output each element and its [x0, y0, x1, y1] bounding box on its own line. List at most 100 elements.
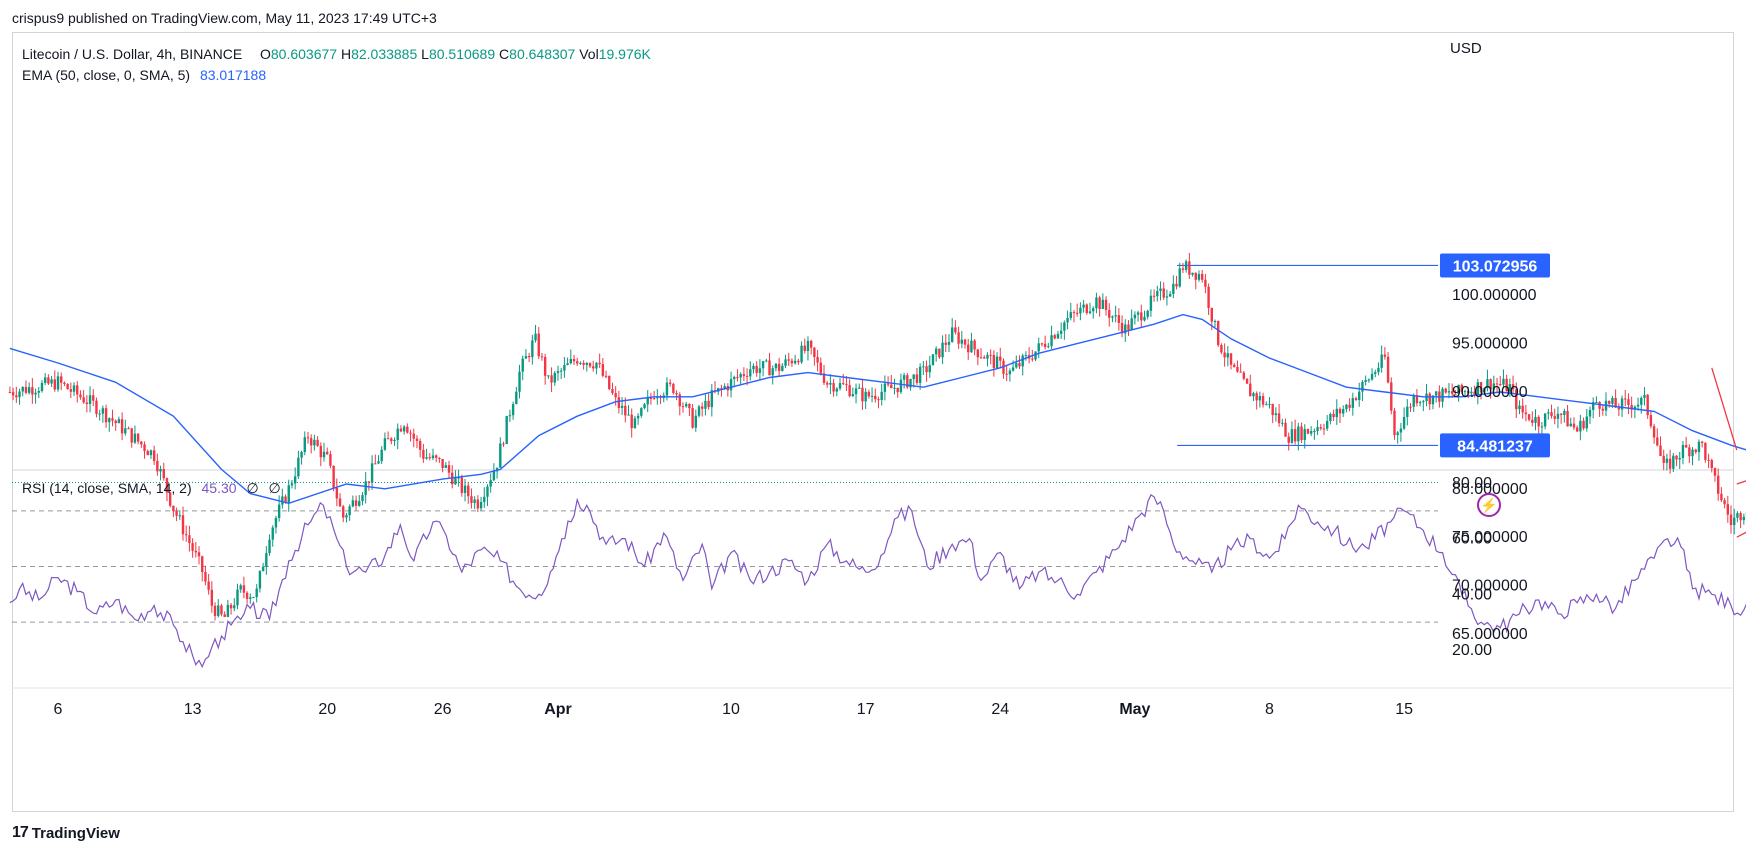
candle-body	[92, 395, 95, 401]
candle-body	[303, 437, 306, 452]
candle-body	[18, 391, 21, 398]
candle-body	[765, 360, 768, 362]
tradingview-logo[interactable]: 17 TradingView	[12, 824, 120, 842]
candle-body	[271, 527, 274, 540]
candle-body	[1338, 408, 1342, 414]
candle-body	[774, 363, 778, 369]
candle-body	[1524, 412, 1528, 415]
candle-body	[1556, 413, 1560, 419]
volume-value: 19.976K	[598, 46, 651, 62]
candle-body	[1172, 283, 1175, 294]
candle-body	[704, 400, 707, 409]
rsi-legend: RSI (14, close, SMA, 14, 2) 45.30 ∅ ∅	[22, 480, 281, 497]
lightning-icon[interactable]: ⚡	[1477, 493, 1501, 517]
candle-body	[1152, 295, 1156, 297]
price-badge-label: 103.072956	[1453, 258, 1538, 275]
candle-body	[1361, 381, 1364, 392]
candle-body	[611, 389, 614, 394]
candle-body	[553, 372, 556, 383]
candle-body	[1470, 391, 1473, 394]
candle-body	[899, 379, 903, 393]
candle-body	[1175, 283, 1178, 287]
candle-body	[1540, 426, 1544, 428]
tradingview-logo-mark: 17	[12, 824, 29, 841]
candle-body	[1707, 459, 1710, 461]
candle-body	[220, 605, 223, 615]
candle-body	[527, 355, 531, 358]
candle-body	[60, 376, 63, 383]
candle-body	[43, 377, 47, 383]
candle-body	[1624, 398, 1627, 400]
candle-body	[274, 517, 278, 528]
candle-body	[1579, 420, 1582, 432]
candle-body	[874, 395, 877, 400]
candle-body	[1614, 397, 1617, 408]
candle-body	[1223, 352, 1226, 358]
candle-body	[181, 515, 185, 535]
candle-body	[1531, 419, 1534, 423]
symbol-title: Litecoin / U.S. Dollar, 4h, BINANCE	[22, 46, 243, 62]
candles	[8, 252, 1746, 621]
candle-body	[1063, 322, 1066, 331]
candle-body	[175, 511, 178, 516]
candle-body	[675, 392, 678, 395]
candle-body	[569, 359, 572, 364]
candle-body	[864, 391, 867, 402]
candle-body	[1505, 378, 1508, 392]
candle-body	[1037, 343, 1040, 352]
candle-body	[1322, 428, 1326, 430]
time-tick-label: 24	[991, 701, 1009, 718]
candle-body	[886, 383, 890, 385]
candle-body	[960, 339, 964, 344]
candle-body	[1733, 517, 1736, 526]
candle-body	[1515, 389, 1518, 410]
candle-body	[534, 333, 537, 341]
price-tick-label: 90.000000	[1452, 384, 1528, 401]
candle-body	[473, 499, 476, 503]
candle-body	[146, 451, 149, 456]
candle-body	[399, 428, 403, 432]
candle-body	[383, 438, 387, 450]
candle-body	[1572, 423, 1576, 428]
candle-body	[380, 449, 383, 462]
candle-body	[1585, 416, 1588, 429]
candle-body	[566, 363, 569, 366]
candle-body	[358, 501, 361, 506]
candle-body	[1092, 308, 1095, 312]
candle-body	[1059, 330, 1063, 334]
candle-body	[1281, 422, 1284, 424]
candle-body	[1255, 393, 1258, 401]
candle-body	[1348, 404, 1351, 408]
candle-body	[396, 428, 399, 441]
candle-body	[130, 428, 133, 443]
candle-body	[1588, 409, 1592, 417]
candle-body	[1040, 343, 1044, 345]
candle-body	[524, 355, 528, 359]
candle-body	[281, 496, 284, 505]
candle-body	[1024, 355, 1028, 357]
candle-body	[1111, 316, 1114, 318]
candle-body	[1197, 273, 1201, 280]
candle-body	[1194, 272, 1197, 280]
candle-body	[1684, 444, 1688, 448]
candle-body	[1508, 384, 1512, 392]
candle-body	[1431, 395, 1435, 405]
candle-body	[870, 395, 874, 397]
candle-body	[1726, 504, 1730, 515]
candle-body	[447, 465, 451, 473]
candle-body	[624, 405, 627, 416]
time-tick-label: 13	[184, 701, 202, 718]
candle-body	[822, 373, 826, 383]
candle-body	[114, 420, 117, 424]
candle-body	[1043, 343, 1047, 347]
candle-body	[345, 515, 348, 518]
volume-label: Vol	[579, 46, 599, 62]
candle-body	[483, 496, 486, 502]
candle-body	[1188, 261, 1191, 275]
candle-body	[851, 394, 855, 397]
candle-body	[1130, 318, 1133, 330]
candle-body	[236, 589, 239, 606]
candle-body	[1495, 383, 1499, 385]
rsi-value: 45.30	[201, 480, 237, 496]
